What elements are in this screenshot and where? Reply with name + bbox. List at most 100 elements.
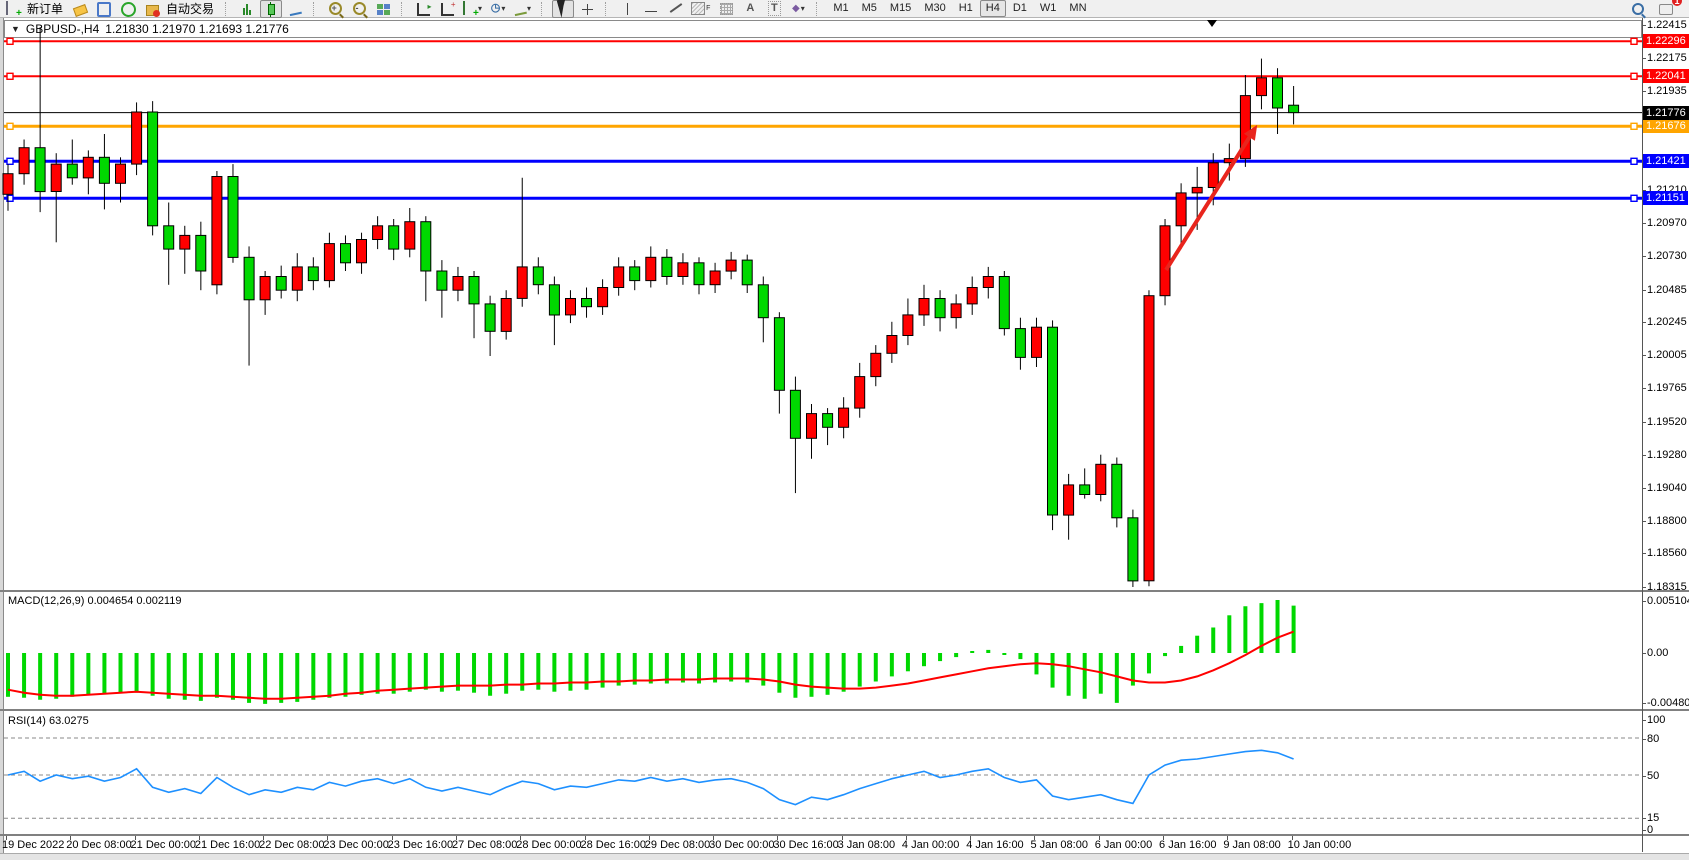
market-watch-icon	[97, 1, 112, 17]
arrows-button[interactable]: ◆ ▾	[791, 2, 805, 14]
date-tick-mark	[1291, 836, 1293, 840]
candle-body	[147, 111, 159, 227]
text-button[interactable]: A	[739, 0, 761, 18]
auto-scroll-button[interactable]: ▸	[412, 0, 434, 18]
hline-handle[interactable]	[1630, 194, 1638, 203]
new-chart-button[interactable]: + ▾	[460, 0, 485, 19]
new-order-button[interactable]: +	[2, 0, 24, 19]
periodicity-button[interactable]: ◷ ▾	[490, 2, 506, 14]
chart-title-bar[interactable]: ▼ GBPUSD-,H4 1.21830 1.21970 1.21693 1.2…	[4, 20, 1642, 38]
search-button[interactable]	[1627, 0, 1649, 18]
zoom-out-button[interactable]: -	[348, 0, 370, 18]
axis-tick-mark	[1642, 322, 1646, 323]
bar-chart-icon	[243, 3, 252, 15]
timeframe-button-w1[interactable]: W1	[1039, 2, 1057, 14]
timeframe-button-m1[interactable]: M1	[833, 2, 849, 14]
toolbar-right: 1	[1627, 0, 1689, 18]
date-tick-label: 20 Dec 08:00	[66, 839, 132, 851]
signals-button[interactable]	[117, 0, 139, 18]
axis-tick-mark	[1642, 190, 1646, 191]
hline-price-label: 1.22041	[1643, 69, 1689, 83]
autotrading-button[interactable]	[141, 0, 163, 18]
candle-body	[725, 259, 737, 272]
hline-handle[interactable]	[6, 72, 14, 81]
candle-body	[902, 314, 914, 336]
notifications-button[interactable]: 1	[1655, 0, 1682, 18]
candle-body	[323, 243, 335, 282]
fibonacci-button[interactable]: F	[688, 0, 713, 18]
text-label-button[interactable]: T	[763, 0, 785, 18]
timeframe-button-m30[interactable]: M30	[924, 2, 946, 14]
hline-handle[interactable]	[1630, 122, 1638, 131]
timeframe-button-m5[interactable]: M5	[861, 2, 877, 14]
date-tick-label: 10 Jan 00:00	[1287, 839, 1352, 851]
text-label-icon: T	[767, 1, 781, 16]
toolbar-separator	[605, 1, 611, 16]
trend-arrow[interactable]	[1164, 128, 1256, 272]
zoom-in-button[interactable]: +	[324, 0, 346, 18]
chart-shift-button[interactable]: +	[436, 0, 458, 18]
candle-body	[581, 298, 592, 308]
hline-handle[interactable]	[6, 122, 14, 131]
timeframe-button-d1[interactable]: D1	[1012, 2, 1027, 14]
chart-shift-marker[interactable]	[1207, 20, 1217, 27]
axis-tick-mark	[1642, 601, 1646, 602]
channel-grid-icon	[719, 2, 733, 15]
price-tick-label: 1.18315	[1647, 581, 1687, 593]
hline-handle[interactable]	[1630, 72, 1638, 81]
candle-body	[998, 276, 1010, 330]
axis-tick-mark	[1642, 25, 1646, 26]
crosshair-button[interactable]	[576, 0, 598, 18]
chevron-down-icon[interactable]: ▼	[11, 24, 20, 34]
candle-body	[532, 266, 544, 286]
cursor-button[interactable]	[552, 0, 575, 18]
crosshair-icon	[581, 3, 593, 15]
timeframe-button-h4[interactable]: H4	[979, 0, 1006, 17]
date-tick-mark	[905, 836, 907, 840]
zoom-out-icon: -	[352, 2, 366, 15]
candle-body	[1079, 484, 1091, 495]
timeframe-button-h1[interactable]: H1	[958, 2, 973, 14]
panel-separator[interactable]	[0, 590, 1689, 592]
horizontal-line-button[interactable]	[640, 0, 662, 18]
candle-body	[452, 276, 464, 291]
tile-windows-button[interactable]	[372, 0, 394, 18]
axis-tick-mark	[1642, 720, 1646, 721]
equidistant-channel-button[interactable]	[715, 0, 737, 18]
horizontal-line-icon	[645, 11, 658, 12]
templates-button[interactable]: ▾	[511, 0, 534, 18]
candle-body	[500, 298, 512, 332]
price-tick-label: 1.22415	[1647, 19, 1687, 31]
notification-badge: 1	[1672, 0, 1682, 6]
price-axis-border	[1642, 18, 1643, 852]
macd-signal-line	[7, 630, 1294, 700]
hline-handle[interactable]	[1630, 157, 1638, 166]
hline-handle[interactable]	[1630, 37, 1638, 45]
candlestick-chart-button[interactable]	[260, 0, 283, 18]
hline-handle[interactable]	[6, 37, 14, 45]
candle-body	[1143, 295, 1155, 582]
market-watch-button[interactable]	[93, 0, 115, 18]
date-tick-mark	[841, 836, 843, 840]
date-tick-mark	[263, 836, 265, 840]
candle-body	[275, 276, 287, 291]
date-tick-mark	[70, 836, 72, 840]
date-tick-label: 4 Jan 16:00	[966, 839, 1024, 851]
timeframe-button-m15[interactable]: M15	[889, 2, 912, 14]
bar-chart-button[interactable]	[236, 0, 258, 18]
date-tick-label: 21 Dec 16:00	[194, 839, 261, 851]
date-tick-label: 30 Dec 00:00	[709, 839, 775, 851]
hline-handle[interactable]	[6, 194, 14, 203]
candle-body	[18, 147, 30, 175]
new-order-label[interactable]: 新订单	[27, 2, 64, 16]
price-tick-label: 1.20970	[1647, 217, 1687, 229]
panel-separator[interactable]	[0, 709, 1689, 711]
tile-windows-icon	[376, 3, 390, 15]
hline-handle[interactable]	[6, 157, 14, 166]
chart-symbol-period: GBPUSD-,H4	[25, 22, 100, 36]
date-tick-label: 22 Dec 08:00	[259, 839, 325, 851]
timeframe-button-mn[interactable]: MN	[1069, 2, 1087, 14]
vertical-line-button[interactable]	[616, 0, 638, 18]
autotrading-label[interactable]: 自动交易	[166, 2, 215, 16]
